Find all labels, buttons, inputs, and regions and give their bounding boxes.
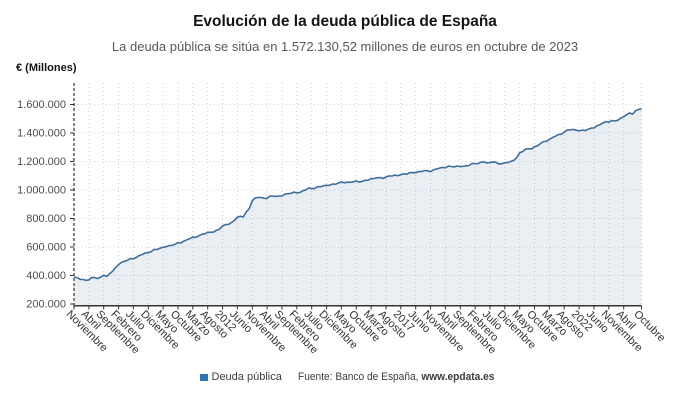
svg-text:400.000: 400.000 <box>26 270 66 282</box>
svg-text:200.000: 200.000 <box>26 299 66 311</box>
svg-text:1.000.000: 1.000.000 <box>17 185 66 197</box>
svg-text:1.200.000: 1.200.000 <box>17 156 66 168</box>
svg-text:600.000: 600.000 <box>26 242 66 254</box>
svg-text:1.600.000: 1.600.000 <box>17 99 66 111</box>
svg-text:800.000: 800.000 <box>26 213 66 225</box>
svg-text:1.400.000: 1.400.000 <box>17 128 66 140</box>
